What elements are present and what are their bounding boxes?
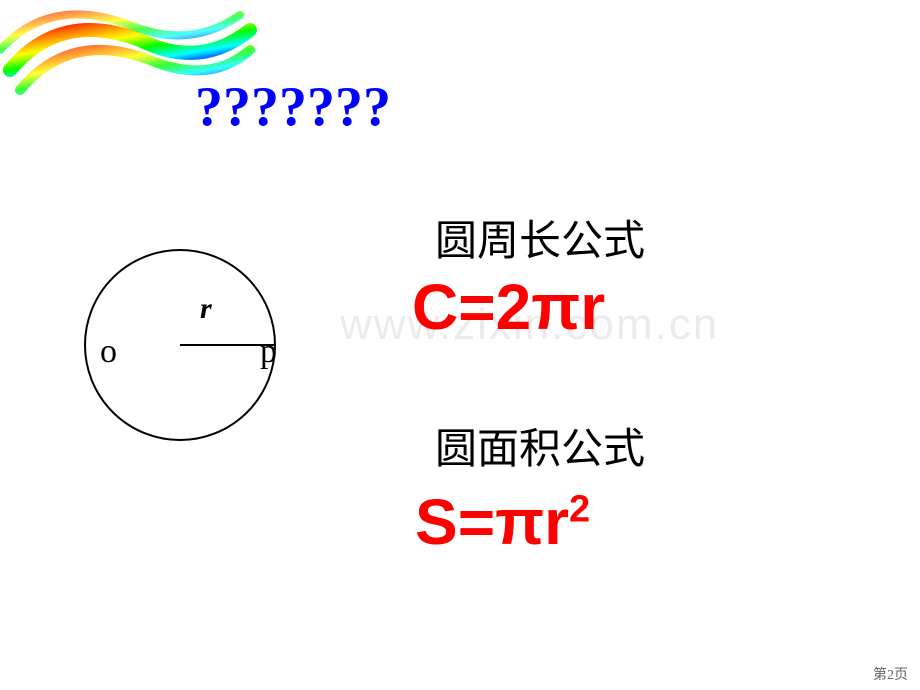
radius-label: r: [200, 292, 212, 326]
area-heading: 圆面积公式: [435, 415, 645, 476]
edge-label: p: [260, 333, 277, 371]
page-number: 第2页: [873, 664, 908, 684]
center-label: o: [100, 333, 117, 371]
area-formula: S=πr2: [415, 485, 590, 559]
area-formula-exponent: 2: [569, 489, 590, 531]
page-title: ???????: [195, 75, 391, 139]
circumference-formula: C=2πr: [412, 270, 605, 344]
circumference-heading: 圆周长公式: [435, 207, 645, 268]
area-formula-base: S=πr: [415, 486, 569, 558]
